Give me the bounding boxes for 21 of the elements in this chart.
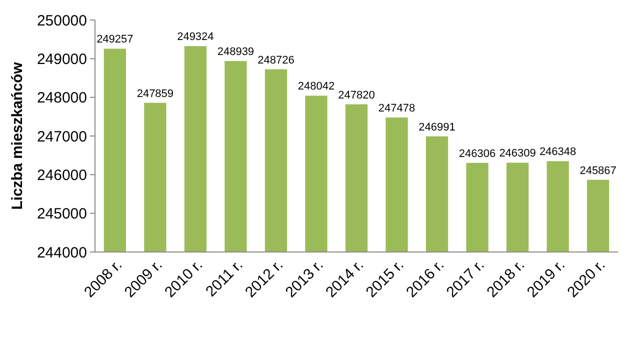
data-label: 247478 <box>378 102 416 115</box>
data-label: 247820 <box>338 89 375 102</box>
data-label: 246306 <box>458 148 496 160</box>
data-label: 248726 <box>258 54 294 66</box>
data-label: 249324 <box>177 31 214 44</box>
y-tick-label: 249000 <box>36 50 87 68</box>
y-axis-title: Liczba mieszkańców <box>9 62 26 210</box>
data-label: 246309 <box>499 148 536 160</box>
data-label: 246348 <box>539 146 576 158</box>
y-tick-label: 250000 <box>36 12 87 30</box>
data-label: 245867 <box>580 164 616 177</box>
data-label: 248939 <box>217 46 254 58</box>
data-label: 247859 <box>136 88 174 100</box>
y-tick-label: 244000 <box>36 244 87 262</box>
y-tick-label: 248000 <box>36 90 87 107</box>
data-label: 249257 <box>96 34 134 46</box>
y-tick-label: 246000 <box>36 166 87 184</box>
y-tick-label: 245000 <box>36 206 87 223</box>
data-label: 246991 <box>418 121 456 134</box>
y-tick-label: 247000 <box>36 128 87 146</box>
data-label: 248042 <box>298 80 335 93</box>
